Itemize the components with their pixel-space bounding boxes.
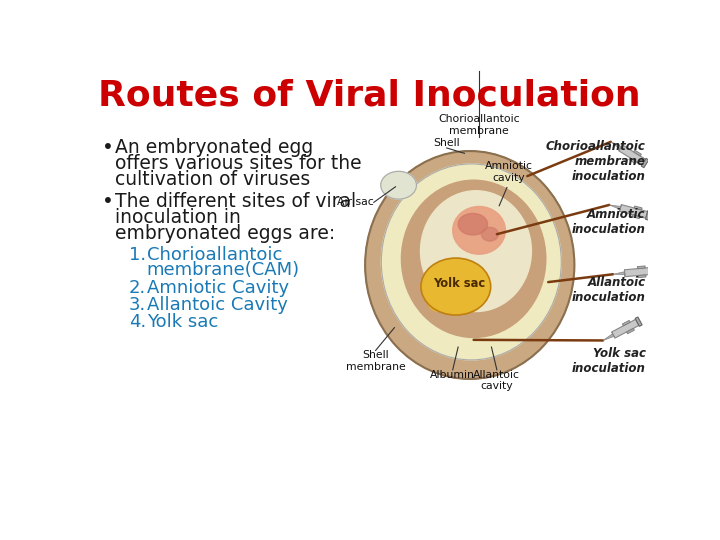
Polygon shape: [638, 275, 646, 278]
Text: membrane(CAM): membrane(CAM): [147, 261, 300, 279]
Ellipse shape: [420, 191, 531, 312]
Text: Chorioallantoic
membrane: Chorioallantoic membrane: [438, 114, 520, 136]
Text: Shell: Shell: [433, 138, 460, 148]
Text: 3.: 3.: [129, 296, 146, 314]
Text: Yolk sac: Yolk sac: [147, 313, 218, 330]
Text: Shell
membrane: Shell membrane: [346, 350, 405, 372]
Text: 4.: 4.: [129, 313, 146, 330]
Text: offers various sites for the: offers various sites for the: [114, 154, 361, 173]
Ellipse shape: [467, 273, 485, 287]
Text: cultivation of viruses: cultivation of viruses: [114, 170, 310, 190]
Polygon shape: [646, 211, 651, 220]
Polygon shape: [634, 206, 642, 210]
Text: Albumin: Albumin: [431, 370, 475, 380]
Polygon shape: [603, 334, 614, 340]
Polygon shape: [611, 142, 621, 149]
Polygon shape: [612, 319, 639, 338]
Ellipse shape: [458, 213, 487, 235]
Text: inoculation in: inoculation in: [114, 208, 240, 227]
Text: Allantoic
inoculation: Allantoic inoculation: [572, 275, 646, 303]
Ellipse shape: [428, 293, 449, 311]
Polygon shape: [612, 332, 615, 338]
Ellipse shape: [453, 206, 505, 254]
Ellipse shape: [402, 180, 546, 338]
Text: An embryonated egg: An embryonated egg: [114, 138, 313, 157]
Text: Yolk sac: Yolk sac: [433, 277, 486, 290]
Polygon shape: [618, 145, 623, 151]
Ellipse shape: [365, 151, 575, 379]
Text: Air sac: Air sac: [337, 197, 374, 207]
Ellipse shape: [482, 227, 498, 241]
Ellipse shape: [459, 295, 480, 312]
Ellipse shape: [381, 171, 416, 199]
Text: Allantoic
cavity: Allantoic cavity: [473, 370, 521, 392]
Polygon shape: [622, 320, 630, 326]
Ellipse shape: [382, 164, 562, 360]
Text: Amniotic
inoculation: Amniotic inoculation: [572, 208, 646, 236]
Polygon shape: [642, 158, 649, 167]
Polygon shape: [635, 317, 642, 326]
Polygon shape: [652, 266, 655, 275]
Text: •: •: [102, 138, 114, 157]
Polygon shape: [626, 328, 634, 334]
Text: 2.: 2.: [129, 279, 146, 297]
Ellipse shape: [422, 259, 490, 314]
Polygon shape: [618, 145, 646, 165]
Ellipse shape: [444, 267, 467, 283]
Polygon shape: [629, 158, 636, 164]
Text: •: •: [102, 192, 114, 211]
Polygon shape: [609, 205, 621, 210]
Text: Chorioallantoic
membrane
inoculation: Chorioallantoic membrane inoculation: [546, 139, 646, 183]
Polygon shape: [620, 205, 647, 218]
Text: embryonated eggs are:: embryonated eggs are:: [114, 224, 335, 243]
Polygon shape: [631, 215, 640, 219]
Polygon shape: [613, 272, 625, 275]
Text: Routes of Viral Inoculation: Routes of Viral Inoculation: [98, 79, 640, 113]
Text: 1.: 1.: [129, 246, 146, 264]
Text: Allantoic Cavity: Allantoic Cavity: [147, 296, 287, 314]
Text: Chorioallantoic: Chorioallantoic: [147, 246, 282, 264]
Ellipse shape: [424, 276, 441, 289]
Polygon shape: [624, 267, 652, 276]
Polygon shape: [637, 266, 645, 268]
Polygon shape: [620, 205, 621, 211]
Text: Amniotic Cavity: Amniotic Cavity: [147, 279, 289, 297]
Polygon shape: [634, 150, 642, 156]
Text: The different sites of viral: The different sites of viral: [114, 192, 356, 211]
Text: Amniotic
cavity: Amniotic cavity: [485, 161, 533, 183]
Text: Yolk sac
inoculation: Yolk sac inoculation: [572, 347, 646, 375]
